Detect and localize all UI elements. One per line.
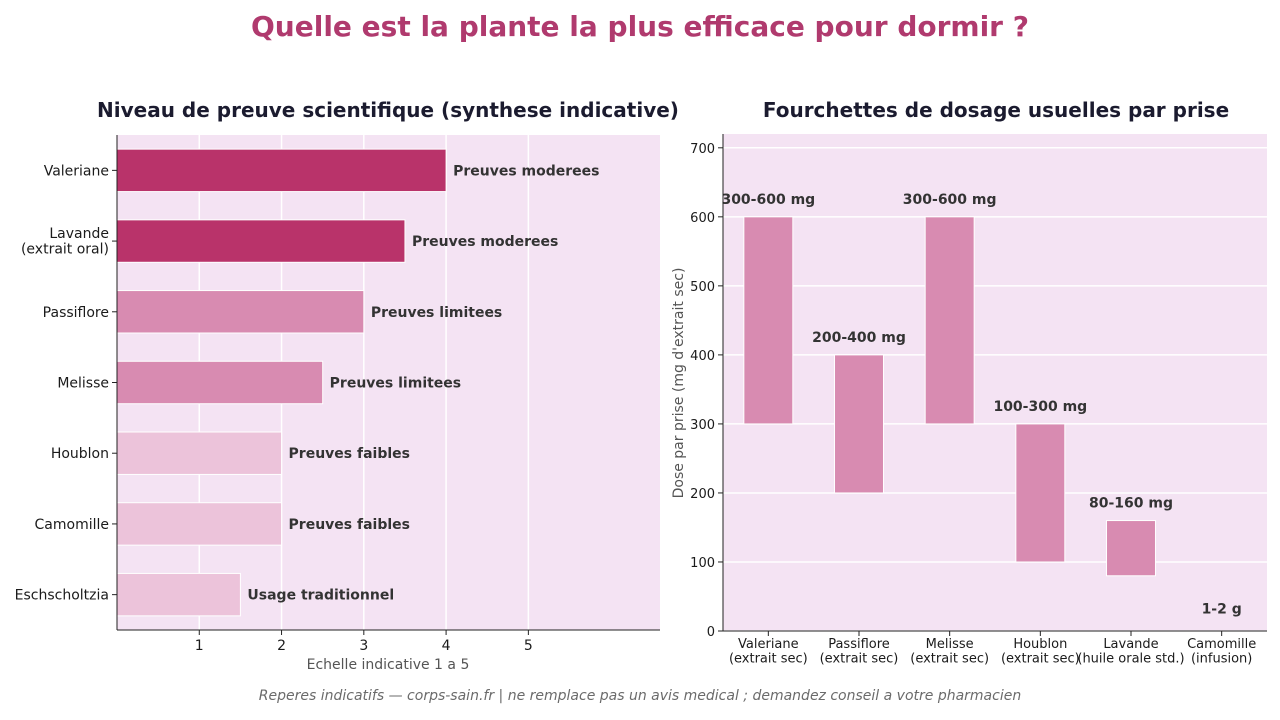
category-label: Valeriane (extrait sec) xyxy=(729,637,808,666)
tick-label: 300 xyxy=(690,418,715,433)
dosage-chart: Fourchettes de dosage usuelles par prise… xyxy=(671,98,1267,666)
category-label: Lavande (extrait oral) xyxy=(21,226,109,257)
bar xyxy=(116,290,365,334)
bar xyxy=(116,360,324,405)
tick-label: 0 xyxy=(707,625,715,640)
bar-label: Preuves faibles xyxy=(289,517,410,533)
category-label: Passiflore xyxy=(43,305,109,321)
footer-note: Reperes indicatifs — corps-sain.fr | ne … xyxy=(258,688,1022,704)
tick-label: 600 xyxy=(690,211,715,226)
tick-label: 1 xyxy=(195,638,204,654)
evidence-chart: Niveau de preuve scientifique (synthese … xyxy=(15,98,679,673)
range-label: 100-300 mg xyxy=(993,399,1087,415)
chart-title: Niveau de preuve scientifique (synthese … xyxy=(97,98,679,122)
tick-label: 3 xyxy=(359,638,368,654)
bar-label: Preuves limitees xyxy=(330,376,461,392)
category-label: Valeriane xyxy=(44,163,109,179)
range-label: 200-400 mg xyxy=(812,330,906,346)
tick-label: 100 xyxy=(690,556,715,571)
range-label: 300-600 mg xyxy=(903,192,997,208)
category-label: Camomille xyxy=(35,517,109,533)
category-label: Passiflore (extrait sec) xyxy=(820,637,899,666)
range-bar xyxy=(1015,423,1066,563)
range-bar xyxy=(834,354,884,494)
range-label: 300-600 mg xyxy=(721,192,815,208)
tick-label: 500 xyxy=(690,280,715,295)
range-label: 80-160 mg xyxy=(1089,496,1173,512)
bar xyxy=(116,572,241,617)
bar-label: Preuves faibles xyxy=(289,446,410,462)
tick-label: 400 xyxy=(690,349,715,364)
x-axis-label: Echelle indicative 1 a 5 xyxy=(307,657,470,673)
category-label: Houblon xyxy=(51,446,109,462)
tick-label: 200 xyxy=(690,487,715,502)
bar-label: Preuves limitees xyxy=(371,305,502,321)
chart-title: Fourchettes de dosage usuelles par prise xyxy=(763,98,1229,122)
category-label: Houblon (extrait sec) xyxy=(1001,637,1080,666)
category-label: Camomille (infusion) xyxy=(1187,637,1256,666)
bar xyxy=(116,219,406,263)
tick-label: 4 xyxy=(442,638,451,654)
tick-label: 2 xyxy=(277,638,286,654)
bar xyxy=(116,502,283,546)
bar-label: Preuves moderees xyxy=(412,234,558,250)
bar-label: Preuves moderees xyxy=(453,163,599,179)
range-bar xyxy=(1106,520,1156,577)
bar xyxy=(116,148,447,193)
bar xyxy=(116,431,283,475)
tick-label: 5 xyxy=(524,638,533,654)
y-axis-label: Dose par prise (mg d'extrait sec) xyxy=(671,268,687,499)
category-label: Eschscholtzia xyxy=(15,588,109,604)
range-label: 1-2 g xyxy=(1202,602,1242,618)
category-label: Melisse xyxy=(57,376,109,392)
category-label: Lavande (huile orale std.) xyxy=(1077,637,1184,666)
plot-area xyxy=(723,134,1267,631)
range-bar xyxy=(924,216,975,425)
bar-label: Usage traditionnel xyxy=(247,588,394,604)
main-title: Quelle est la plante la plus efficace po… xyxy=(251,10,1029,43)
tick-label: 700 xyxy=(690,142,715,157)
category-label: Melisse (extrait sec) xyxy=(910,637,989,666)
range-bar xyxy=(743,216,794,425)
